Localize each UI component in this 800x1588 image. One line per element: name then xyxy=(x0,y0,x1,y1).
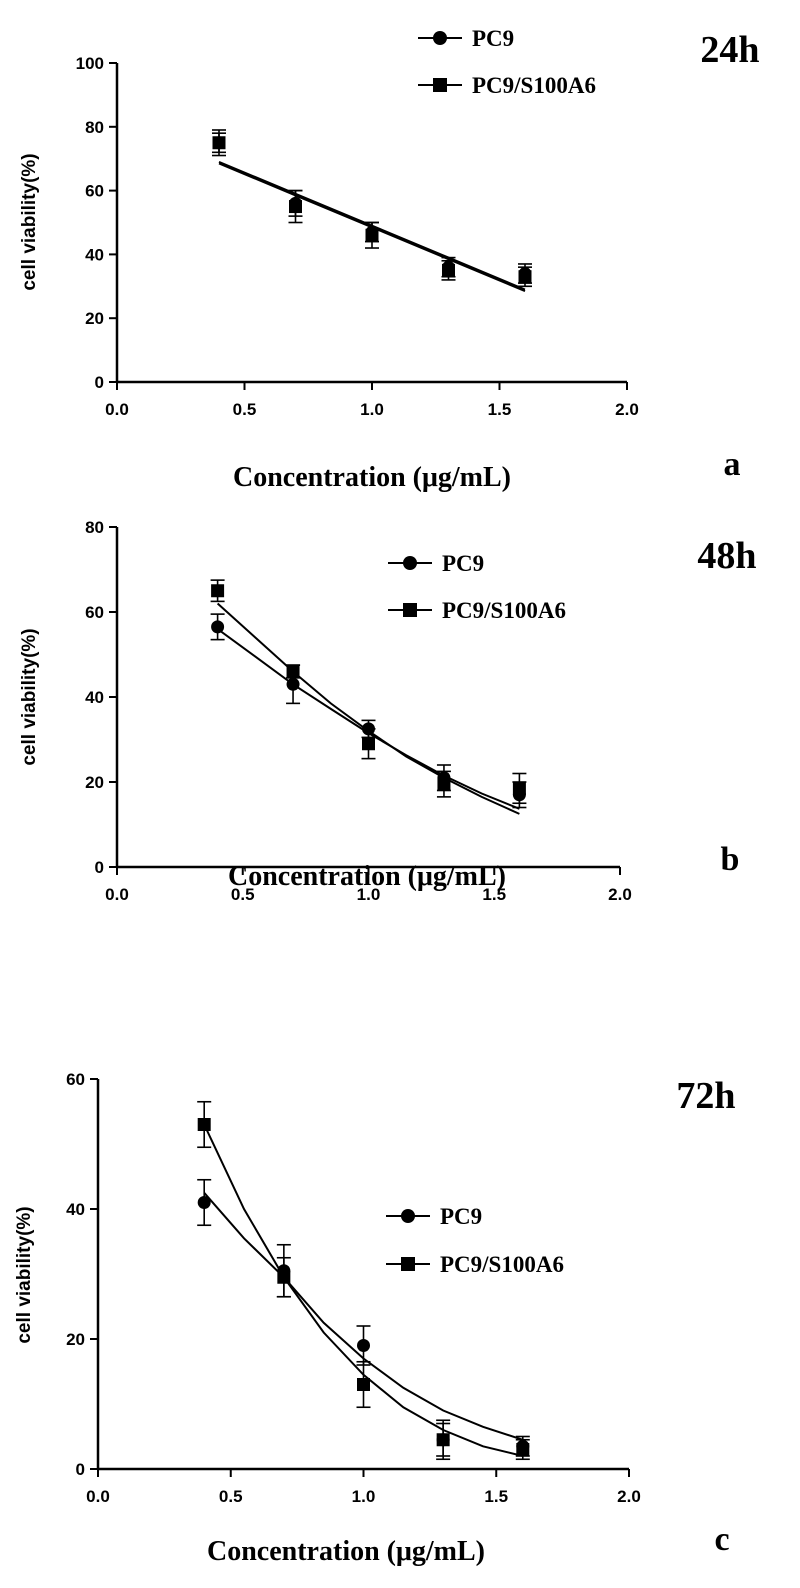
y-axis-title: cell viability(%) xyxy=(19,153,40,290)
y-tick-label: 40 xyxy=(66,1200,85,1219)
x-tick-label: 0.5 xyxy=(219,1487,243,1506)
data-point-pc9-s100a6 xyxy=(277,1270,291,1284)
y-tick-label: 0 xyxy=(95,373,104,392)
data-point-pc9-s100a6 xyxy=(357,1378,370,1391)
x-tick-label: 1.0 xyxy=(357,885,381,904)
time-label: 24h xyxy=(700,29,759,71)
x-tick-label: 0.5 xyxy=(233,400,257,419)
data-point-pc9-s100a6 xyxy=(197,1118,211,1131)
chart-panel-c: 0.0 0.5 1.0 1.5 2.0 0 20 40 60 cell viability(%) C… xyxy=(14,1070,736,1567)
data-point-pc9 xyxy=(211,620,225,634)
data-point-pc9 xyxy=(197,1196,211,1209)
time-label: 72h xyxy=(676,1075,735,1117)
legend-label-pc9-s100a6: PC9/S100A6 xyxy=(442,598,566,623)
y-tick-label: 20 xyxy=(85,773,104,792)
data-point-pc9-s100a6 xyxy=(362,737,375,751)
legend-marker-pc9-s100a6 xyxy=(401,1257,415,1271)
chart-panel-a: 0.0 0.5 1.0 1.5 2.0 0 20 40 60 80 100 cell viabilit… xyxy=(19,26,760,493)
fit-curve-pc9 xyxy=(217,628,520,810)
legend-marker-pc9 xyxy=(403,556,417,570)
x-tick-label: 1.0 xyxy=(352,1487,376,1506)
y-tick-label: 80 xyxy=(85,518,104,537)
panel-letter: c xyxy=(714,1521,729,1558)
y-tick-label: 20 xyxy=(66,1330,85,1349)
data-point-pc9-s100a6 xyxy=(442,263,455,277)
data-point-pc9-s100a6 xyxy=(289,200,302,214)
x-tick-label: 0.5 xyxy=(231,885,255,904)
legend-label-pc9: PC9 xyxy=(472,26,514,51)
y-tick-label: 0 xyxy=(95,858,104,877)
data-point-pc9-s100a6 xyxy=(516,1443,530,1456)
y-tick-label: 40 xyxy=(85,688,104,707)
x-tick-label: 0.0 xyxy=(105,885,129,904)
x-axis-title: Concentration (μg/mL) xyxy=(233,462,511,493)
y-axis-title: cell viability(%) xyxy=(19,628,40,765)
data-point-pc9 xyxy=(286,677,300,691)
data-point-pc9 xyxy=(357,1339,370,1352)
panel-letter: b xyxy=(721,841,740,878)
data-point-pc9-s100a6 xyxy=(436,1433,450,1447)
panel-letter: a xyxy=(724,446,741,483)
data-point-pc9-s100a6 xyxy=(211,584,225,598)
time-label: 48h xyxy=(697,535,756,577)
legend-marker-pc9-s100a6 xyxy=(433,78,447,92)
x-tick-label: 1.5 xyxy=(484,1487,508,1506)
data-point-pc9-s100a6 xyxy=(518,270,532,284)
y-tick-label: 40 xyxy=(85,245,104,264)
y-tick-label: 0 xyxy=(76,1460,85,1479)
fit-curve-pc9-s100a6 xyxy=(216,602,520,815)
chart-panel-b: 0.0 0.5 1.0 1.5 2.0 0 20 40 60 80 cell viability(%… xyxy=(19,518,757,904)
y-tick-label: 60 xyxy=(85,603,104,622)
x-tick-label: 0.0 xyxy=(86,1487,110,1506)
y-axis-title: cell viability(%) xyxy=(14,1206,35,1343)
x-tick-label: 1.0 xyxy=(360,400,384,419)
x-tick-label: 0.0 xyxy=(105,400,129,419)
x-tick-label: 2.0 xyxy=(615,400,639,419)
legend-marker-pc9 xyxy=(433,31,447,45)
y-tick-label: 80 xyxy=(85,118,104,137)
legend-marker-pc9-s100a6 xyxy=(403,603,417,617)
x-tick-label: 2.0 xyxy=(617,1487,641,1506)
legend-label-pc9-s100a6: PC9/S100A6 xyxy=(472,73,596,98)
y-tick-label: 100 xyxy=(76,54,104,73)
legend-label-pc9-s100a6: PC9/S100A6 xyxy=(440,1252,564,1277)
y-tick-label: 60 xyxy=(85,182,104,201)
legend-label-pc9: PC9 xyxy=(440,1204,482,1229)
x-tick-label: 1.5 xyxy=(488,400,512,419)
legend-label-pc9: PC9 xyxy=(442,551,484,576)
data-point-pc9-s100a6 xyxy=(437,777,451,791)
x-axis-title: Concentration (μg/mL) xyxy=(207,1536,485,1567)
data-point-pc9-s100a6 xyxy=(512,781,526,795)
data-point-pc9-s100a6 xyxy=(212,136,226,150)
x-axis-title: Concentration (μg/mL) xyxy=(228,861,506,892)
data-point-pc9-s100a6 xyxy=(365,228,379,242)
x-tick-label: 2.0 xyxy=(608,885,632,904)
y-tick-label: 60 xyxy=(66,1070,85,1089)
x-tick-label: 1.5 xyxy=(482,885,506,904)
y-tick-label: 20 xyxy=(85,309,104,328)
legend-marker-pc9 xyxy=(401,1209,415,1223)
data-point-pc9-s100a6 xyxy=(286,665,300,678)
